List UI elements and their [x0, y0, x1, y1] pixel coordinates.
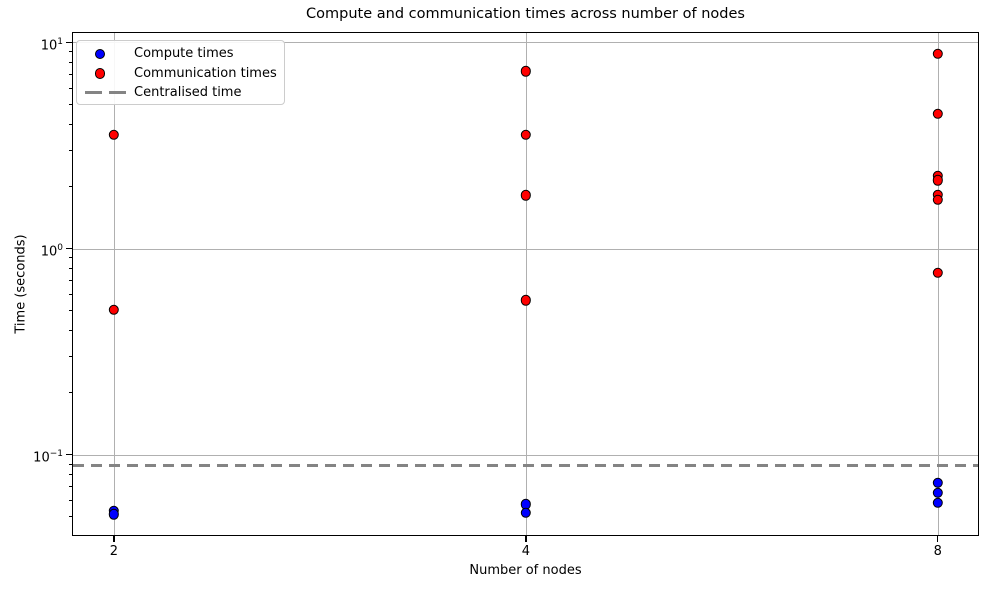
x-tick-mark: [113, 536, 115, 542]
y-minor-tick-mark: [68, 293, 72, 295]
y-minor-tick-mark: [68, 257, 72, 259]
scatter-point-communication: [520, 66, 532, 77]
y-tick-mark: [66, 247, 72, 250]
scatter-point-communication: [108, 304, 120, 315]
legend-item-communication: Communication times: [77, 64, 284, 84]
y-gridline: [73, 248, 978, 250]
y-minor-tick-mark: [68, 61, 72, 63]
y-minor-tick-mark: [68, 73, 72, 75]
y-minor-tick-mark: [68, 149, 72, 151]
plot-area: [72, 32, 979, 536]
y-minor-tick-mark: [68, 51, 72, 53]
y-minor-tick-mark: [68, 310, 72, 312]
y-tick-label: 100: [40, 243, 63, 260]
legend-item-centralised: Centralised time: [77, 83, 284, 103]
dashed-line-icon: [85, 91, 126, 95]
scatter-point-communication: [932, 108, 943, 120]
chart-title: Compute and communication times across n…: [306, 6, 745, 22]
x-tick-label: 4: [521, 544, 530, 559]
y-tick-mark: [66, 41, 72, 44]
scatter-point-compute: [932, 487, 943, 498]
centralised-time-line: [73, 463, 978, 467]
y-minor-tick-mark: [68, 499, 72, 501]
legend-item-compute: Compute times: [77, 44, 284, 64]
x-gridline: [937, 33, 939, 535]
y-minor-tick-mark: [68, 279, 72, 281]
legend-marker-area: [85, 48, 126, 59]
legend-label: Compute times: [134, 46, 234, 62]
x-tick-label: 8: [933, 544, 942, 559]
legend-marker-area: [85, 68, 126, 79]
legend-marker-area: [85, 91, 126, 95]
scatter-point-communication: [932, 267, 943, 279]
scatter-point-compute: [932, 477, 943, 488]
scatter-point-compute: [520, 507, 532, 518]
y-gridline: [73, 454, 978, 456]
x-tick-mark: [525, 536, 527, 542]
y-minor-tick-mark: [68, 87, 72, 89]
y-gridline: [73, 42, 978, 44]
legend: Compute times Communication times Centra…: [76, 40, 285, 105]
y-tick-mark: [66, 454, 72, 456]
compute-dot-icon: [94, 48, 105, 59]
scatter-point-communication: [520, 129, 532, 141]
y-minor-tick-mark: [68, 330, 72, 332]
y-minor-tick-mark: [68, 103, 72, 105]
scatter-point-communication: [932, 175, 943, 186]
x-tick-label: 2: [109, 544, 119, 559]
y-minor-tick-mark: [68, 474, 72, 476]
scatter-point-communication: [108, 129, 120, 141]
scatter-point-compute: [108, 509, 120, 520]
scatter-point-communication: [520, 295, 532, 306]
legend-label: Centralised time: [134, 85, 242, 101]
communication-dot-icon: [94, 68, 105, 79]
scatter-point-communication: [932, 194, 943, 206]
y-tick-label: 10−1: [33, 449, 63, 466]
y-minor-tick-mark: [68, 392, 72, 394]
y-minor-tick-mark: [68, 355, 72, 357]
y-tick-label: 101: [40, 36, 63, 54]
y-minor-tick-mark: [68, 268, 72, 269]
x-gridline: [525, 33, 527, 535]
y-minor-tick-mark: [68, 463, 72, 465]
legend-label: Communication times: [134, 65, 277, 81]
y-minor-tick-mark: [68, 516, 72, 518]
y-minor-tick-mark: [68, 123, 72, 125]
x-tick-mark: [937, 536, 939, 542]
y-minor-tick-mark: [68, 486, 72, 488]
x-gridline: [113, 33, 115, 535]
scatter-point-communication: [932, 48, 943, 60]
y-minor-tick-mark: [68, 185, 72, 187]
scatter-point-communication: [520, 190, 532, 201]
scatter-point-compute: [932, 497, 943, 508]
x-axis-label: Number of nodes: [469, 563, 582, 578]
